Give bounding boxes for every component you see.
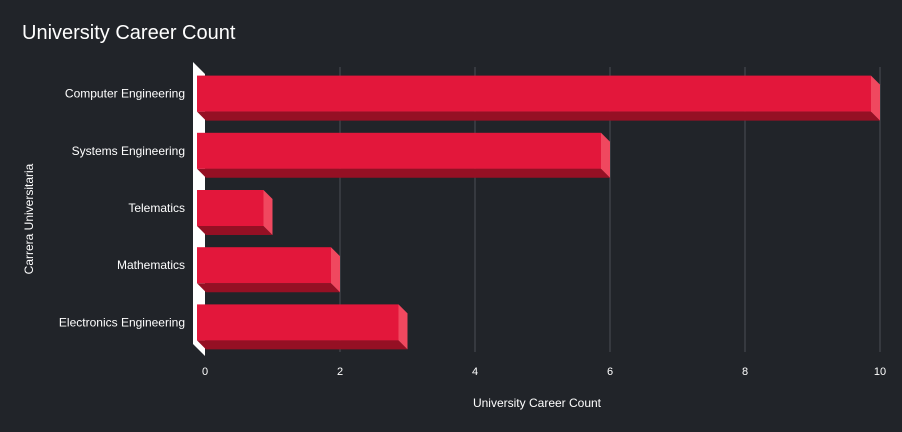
x-tick-label: 6 bbox=[607, 366, 613, 378]
y-tick-label: Mathematics bbox=[117, 258, 185, 272]
labels: 0 2 4 6 8 10 Computer Engineering Systems Engin… bbox=[59, 87, 886, 378]
x-tick-label: 10 bbox=[874, 366, 886, 378]
bar bbox=[197, 132, 601, 169]
x-tick-label: 2 bbox=[337, 366, 343, 378]
y-tick-label: Computer Engineering bbox=[65, 87, 185, 101]
bar-bottom-face bbox=[197, 111, 880, 121]
bar-side-face bbox=[871, 75, 880, 121]
x-axis-title: University Career Count bbox=[473, 396, 602, 410]
bar-bottom-face bbox=[197, 283, 340, 293]
x-tick-label: 8 bbox=[742, 366, 748, 378]
bar-side-face bbox=[601, 132, 610, 178]
bar-side-face bbox=[331, 247, 340, 293]
y-tick-label: Electronics Engineering bbox=[59, 315, 185, 329]
x-tick-label: 0 bbox=[202, 366, 208, 378]
y-axis-title: Carrera Universitaria bbox=[22, 163, 36, 274]
y-tick-label: Systems Engineering bbox=[72, 144, 185, 158]
bar-bottom-face bbox=[197, 340, 408, 350]
bar bbox=[197, 190, 264, 226]
bar-bottom-face bbox=[197, 168, 610, 178]
bar bbox=[197, 304, 399, 341]
bar-bottom-face bbox=[197, 226, 273, 235]
bar-side-face bbox=[398, 304, 408, 350]
x-tick-label: 4 bbox=[472, 366, 478, 378]
chart-title: University Career Count bbox=[22, 22, 236, 44]
bars bbox=[197, 75, 880, 350]
bar bbox=[197, 247, 331, 284]
bar-side-face bbox=[263, 190, 273, 235]
bar bbox=[197, 75, 871, 112]
y-tick-label: Telematics bbox=[128, 201, 185, 215]
